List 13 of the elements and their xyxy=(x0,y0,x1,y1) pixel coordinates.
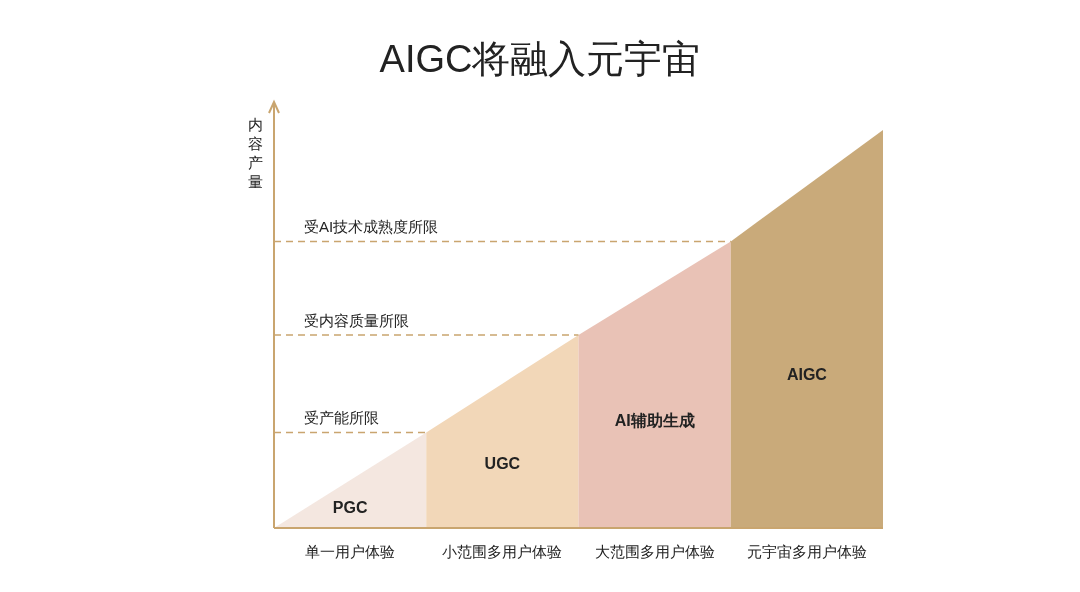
ref-line-label: 受AI技术成熟度所限 xyxy=(304,218,439,236)
series-label: AIGC xyxy=(786,365,828,383)
x-tick-label: 小范围多用户体验 xyxy=(442,543,563,560)
ref-line-label: 受内容质量所限 xyxy=(304,311,409,329)
ref-line-label: 受产能所限 xyxy=(304,409,379,427)
series-label: AI辅助生成 xyxy=(614,412,695,430)
y-axis-title: 内容产量 xyxy=(247,116,263,190)
x-tick-label: 元宇宙多用户体验 xyxy=(746,543,867,560)
x-tick-label: 大范围多用户体验 xyxy=(594,543,715,560)
x-tick-label: 单一用户体验 xyxy=(305,543,396,560)
series-label: PGC xyxy=(332,498,368,516)
chart-title: AIGC将融入元宇宙 xyxy=(379,38,701,80)
series-label: UGC xyxy=(484,455,521,473)
